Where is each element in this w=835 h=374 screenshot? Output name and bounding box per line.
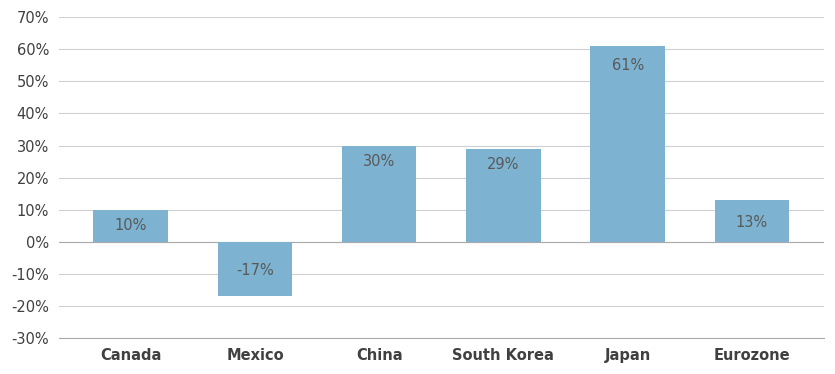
Text: 10%: 10% xyxy=(114,218,147,233)
Text: 30%: 30% xyxy=(363,154,395,169)
Text: 61%: 61% xyxy=(611,58,644,73)
Bar xyxy=(590,46,665,242)
Bar xyxy=(218,242,292,297)
Text: 29%: 29% xyxy=(487,157,519,172)
Bar xyxy=(94,210,168,242)
Text: -17%: -17% xyxy=(236,263,274,278)
Bar xyxy=(342,145,417,242)
Bar xyxy=(715,200,789,242)
Bar xyxy=(466,149,541,242)
Text: 13%: 13% xyxy=(736,215,768,230)
